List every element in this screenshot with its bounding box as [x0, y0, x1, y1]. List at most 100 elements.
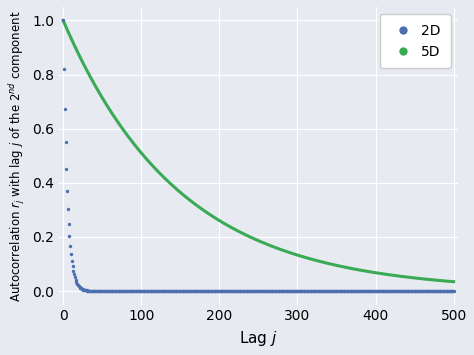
2D	[409, 288, 417, 294]
5D	[317, 259, 322, 263]
2D	[202, 288, 210, 294]
2D	[447, 288, 455, 294]
2D	[80, 287, 87, 293]
2D	[84, 288, 92, 294]
2D	[408, 288, 415, 294]
2D	[271, 288, 279, 294]
2D	[63, 188, 71, 193]
2D	[152, 288, 159, 294]
2D	[176, 288, 184, 294]
2D	[315, 288, 322, 294]
2D	[337, 288, 344, 294]
2D	[223, 288, 230, 294]
2D	[322, 288, 330, 294]
2D	[370, 288, 378, 294]
2D	[109, 288, 117, 294]
2D	[381, 288, 389, 294]
2D	[149, 288, 157, 294]
2D	[210, 288, 218, 294]
2D	[289, 288, 297, 294]
2D	[352, 288, 360, 294]
2D	[62, 139, 69, 145]
2D	[66, 243, 74, 248]
2D	[184, 288, 192, 294]
2D	[199, 288, 207, 294]
2D	[205, 288, 213, 294]
2D	[173, 288, 180, 294]
2D	[390, 288, 397, 294]
2D	[117, 288, 124, 294]
2D	[79, 286, 86, 292]
2D	[76, 284, 83, 290]
2D	[318, 288, 326, 294]
2D	[234, 288, 242, 294]
2D	[147, 288, 155, 294]
2D	[401, 288, 408, 294]
2D	[254, 288, 261, 294]
2D	[419, 288, 427, 294]
2D	[306, 288, 314, 294]
2D	[448, 288, 456, 294]
2D	[151, 288, 158, 294]
2D	[226, 288, 233, 294]
2D	[276, 288, 283, 294]
2D	[307, 288, 315, 294]
2D	[237, 288, 245, 294]
2D	[314, 288, 321, 294]
2D	[287, 288, 294, 294]
2D	[284, 288, 292, 294]
2D	[85, 288, 93, 294]
2D	[213, 288, 221, 294]
2D	[353, 288, 361, 294]
2D	[320, 288, 328, 294]
2D	[416, 288, 423, 294]
2D	[220, 288, 228, 294]
2D	[443, 288, 450, 294]
2D	[434, 288, 442, 294]
2D	[449, 288, 456, 294]
2D	[181, 288, 189, 294]
2D	[285, 288, 292, 294]
2D	[350, 288, 357, 294]
2D	[100, 288, 108, 294]
2D	[319, 288, 326, 294]
2D	[250, 288, 257, 294]
2D	[257, 288, 264, 294]
2D	[287, 288, 295, 294]
2D	[316, 288, 324, 294]
2D	[342, 288, 350, 294]
2D	[418, 288, 425, 294]
2D	[211, 288, 219, 294]
2D	[200, 288, 208, 294]
2D	[265, 288, 273, 294]
2D	[264, 288, 272, 294]
2D	[235, 288, 243, 294]
2D	[60, 66, 68, 72]
2D	[195, 288, 203, 294]
5D	[451, 280, 456, 284]
2D	[432, 288, 439, 294]
2D	[124, 288, 132, 294]
2D	[336, 288, 343, 294]
Y-axis label: Autocorrelation $r_j$ with lag $j$ of the 2$^{nd}$ component: Autocorrelation $r_j$ with lag $j$ of th…	[7, 10, 27, 301]
5D	[157, 171, 163, 176]
2D	[206, 288, 214, 294]
2D	[414, 288, 421, 294]
2D	[221, 288, 228, 294]
2D	[428, 288, 436, 294]
2D	[164, 288, 172, 294]
2D	[145, 288, 152, 294]
2D	[258, 288, 265, 294]
2D	[311, 288, 319, 294]
2D	[363, 288, 371, 294]
2D	[281, 288, 288, 294]
2D	[322, 288, 329, 294]
2D	[145, 288, 153, 294]
2D	[260, 288, 268, 294]
2D	[174, 288, 182, 294]
2D	[450, 288, 457, 294]
2D	[272, 288, 279, 294]
2D	[361, 288, 368, 294]
2D	[316, 288, 323, 294]
2D	[310, 288, 318, 294]
